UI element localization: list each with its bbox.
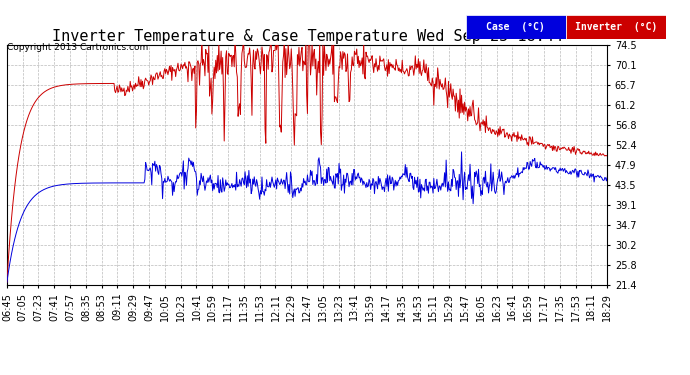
Title: Inverter Temperature & Case Temperature Wed Sep 25 18:44: Inverter Temperature & Case Temperature … xyxy=(52,29,562,44)
Text: Inverter  (°C): Inverter (°C) xyxy=(575,22,657,32)
Text: Copyright 2013 Cartronics.com: Copyright 2013 Cartronics.com xyxy=(7,43,148,52)
Text: Case  (°C): Case (°C) xyxy=(486,22,545,32)
